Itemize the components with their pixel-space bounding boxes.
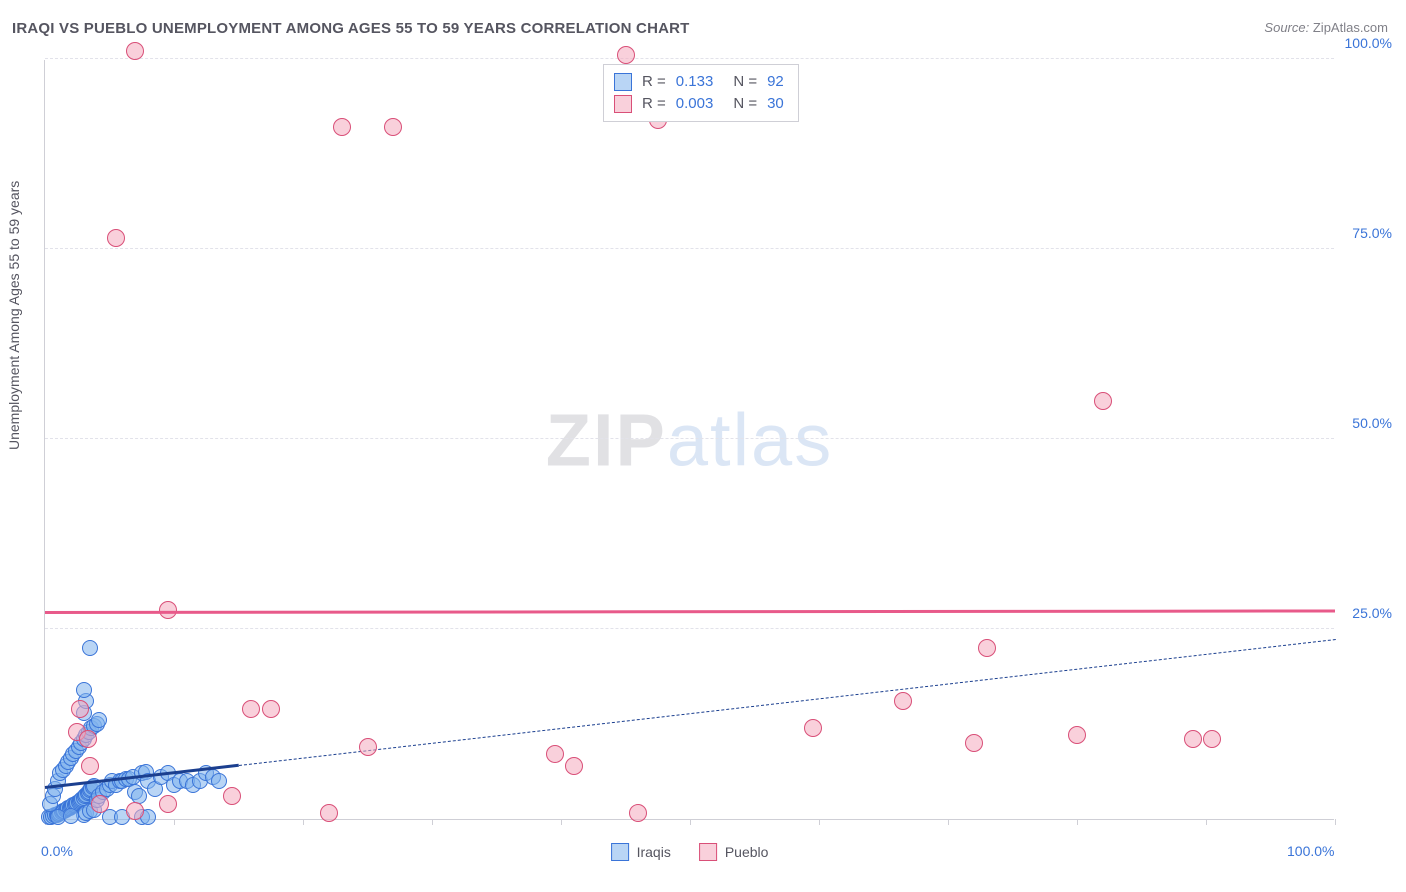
legend-label: Iraqis	[637, 844, 671, 860]
x-tick	[561, 819, 562, 825]
gridline	[45, 58, 1334, 59]
x-tick	[432, 819, 433, 825]
watermark: ZIPatlas	[546, 397, 833, 482]
stat-label: N =	[733, 93, 757, 115]
data-point	[1094, 392, 1112, 410]
data-point	[333, 118, 351, 136]
trend-line	[45, 609, 1335, 614]
legend-swatch	[699, 843, 717, 861]
data-point	[71, 700, 89, 718]
data-point	[76, 682, 92, 698]
x-tick	[1206, 819, 1207, 825]
gridline	[45, 248, 1334, 249]
x-tick-label: 100.0%	[1287, 843, 1334, 859]
chart-title: IRAQI VS PUEBLO UNEMPLOYMENT AMONG AGES …	[12, 20, 690, 37]
y-tick-label: 25.0%	[1352, 605, 1392, 621]
stat-label: R =	[642, 93, 666, 115]
stat-label: R =	[642, 71, 666, 93]
data-point	[629, 804, 647, 822]
data-point	[965, 734, 983, 752]
n-value: 30	[767, 93, 784, 115]
x-tick	[1077, 819, 1078, 825]
x-tick	[948, 819, 949, 825]
x-tick	[303, 819, 304, 825]
r-value: 0.133	[676, 71, 714, 93]
data-point	[91, 795, 109, 813]
r-value: 0.003	[676, 93, 714, 115]
legend-item: Iraqis	[611, 843, 671, 861]
correlation-legend: R = 0.133 N = 92 R = 0.003 N = 30	[603, 64, 799, 122]
legend-swatch	[611, 843, 629, 861]
watermark-zip: ZIP	[546, 398, 667, 481]
x-tick	[1335, 819, 1336, 825]
y-tick-label: 75.0%	[1352, 225, 1392, 241]
data-point	[978, 639, 996, 657]
data-point	[91, 712, 107, 728]
gridline	[45, 438, 1334, 439]
data-point	[1184, 730, 1202, 748]
legend-item: Pueblo	[699, 843, 769, 861]
data-point	[126, 42, 144, 60]
data-point	[242, 700, 260, 718]
legend-swatch	[614, 95, 632, 113]
chart-container: IRAQI VS PUEBLO UNEMPLOYMENT AMONG AGES …	[0, 0, 1406, 892]
n-value: 92	[767, 71, 784, 93]
source-label: Source:	[1264, 20, 1309, 35]
data-point	[159, 795, 177, 813]
data-point	[359, 738, 377, 756]
data-point	[1203, 730, 1221, 748]
data-point	[1068, 726, 1086, 744]
x-tick	[174, 819, 175, 825]
data-point	[384, 118, 402, 136]
legend-swatch	[614, 73, 632, 91]
data-point	[126, 802, 144, 820]
data-point	[565, 757, 583, 775]
correlation-row: R = 0.003 N = 30	[614, 93, 784, 115]
stat-label: N =	[733, 71, 757, 93]
y-tick-label: 50.0%	[1352, 415, 1392, 431]
legend-label: Pueblo	[725, 844, 769, 860]
data-point	[107, 229, 125, 247]
y-tick-label: 100.0%	[1345, 35, 1392, 51]
series-legend: Iraqis Pueblo	[611, 843, 769, 861]
plot-area: ZIPatlas 25.0%50.0%75.0%100.0%0.0%100.0%…	[44, 60, 1334, 820]
x-tick-label: 0.0%	[41, 843, 73, 859]
data-point	[617, 46, 635, 64]
gridline	[45, 628, 1334, 629]
data-point	[63, 808, 79, 824]
correlation-row: R = 0.133 N = 92	[614, 71, 784, 93]
y-axis-label: Unemployment Among Ages 55 to 59 years	[6, 181, 22, 450]
data-point	[223, 787, 241, 805]
trend-line	[238, 639, 1335, 766]
data-point	[894, 692, 912, 710]
x-tick	[690, 819, 691, 825]
source-value: ZipAtlas.com	[1313, 20, 1388, 35]
data-point	[546, 745, 564, 763]
data-point	[804, 719, 822, 737]
data-point	[82, 640, 98, 656]
watermark-atlas: atlas	[667, 398, 833, 481]
data-point	[262, 700, 280, 718]
data-point	[79, 730, 97, 748]
data-point	[211, 773, 227, 789]
data-point	[81, 757, 99, 775]
data-point	[320, 804, 338, 822]
source-attribution: Source: ZipAtlas.com	[1264, 20, 1388, 35]
x-tick	[819, 819, 820, 825]
